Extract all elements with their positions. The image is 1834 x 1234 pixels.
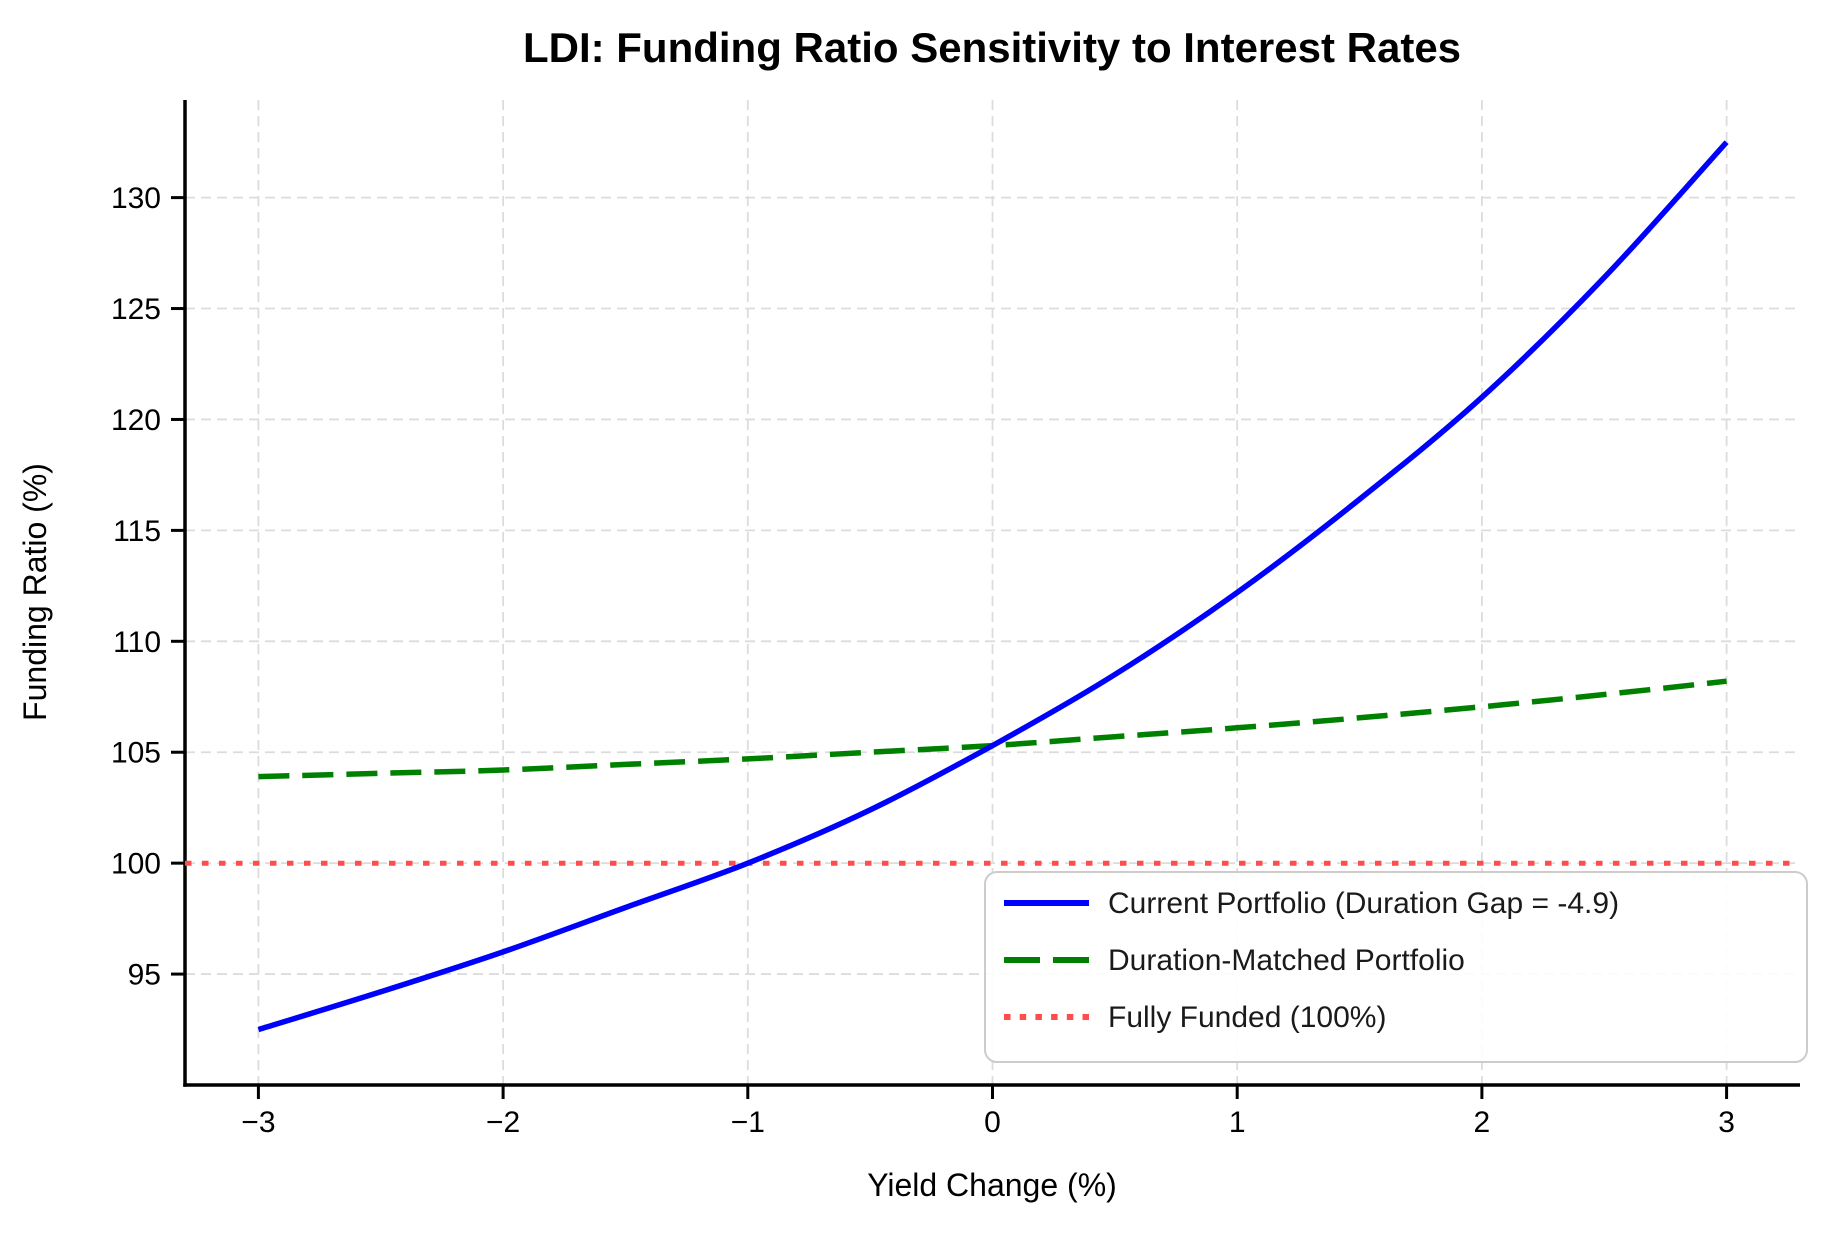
x-axis-label: Yield Change (%) [867, 1167, 1117, 1203]
y-axis-label: Funding Ratio (%) [17, 463, 53, 721]
legend-label-2: Fully Funded (100%) [1108, 1001, 1386, 1034]
series-layer [185, 140, 1800, 1033]
x-tick-label: −1 [731, 1106, 765, 1139]
legend-label-1: Duration-Matched Portfolio [1108, 944, 1465, 977]
y-tick-label: 115 [113, 515, 161, 548]
y-tick-label: 110 [113, 626, 161, 659]
x-tick-label: −2 [486, 1106, 520, 1139]
y-tick-label: 95 [128, 959, 161, 992]
legend: Current Portfolio (Duration Gap = -4.9) D… [984, 871, 1808, 1063]
x-tick-label: 1 [1229, 1106, 1246, 1139]
series-line-0 [257, 140, 1729, 1033]
y-tick-label: 120 [111, 404, 161, 437]
y-tick-label: 130 [111, 182, 161, 215]
x-tick-label: 3 [1718, 1106, 1735, 1139]
y-tick-label: 105 [111, 737, 161, 770]
y-tick-label: 100 [111, 848, 161, 881]
legend-box [984, 871, 1808, 1063]
chart-title: LDI: Funding Ratio Sensitivity to Intere… [523, 24, 1461, 71]
legend-label-0: Current Portfolio (Duration Gap = -4.9) [1108, 887, 1619, 920]
y-tick-label: 125 [111, 293, 161, 326]
axes-layer: −3 −2 −1 0 1 2 3 95 100 105 110 115 120 125 130 [111, 100, 1800, 1139]
x-tick-label: 2 [1474, 1106, 1491, 1139]
x-tick-label: 0 [984, 1106, 1001, 1139]
x-tick-label: −3 [241, 1106, 275, 1139]
